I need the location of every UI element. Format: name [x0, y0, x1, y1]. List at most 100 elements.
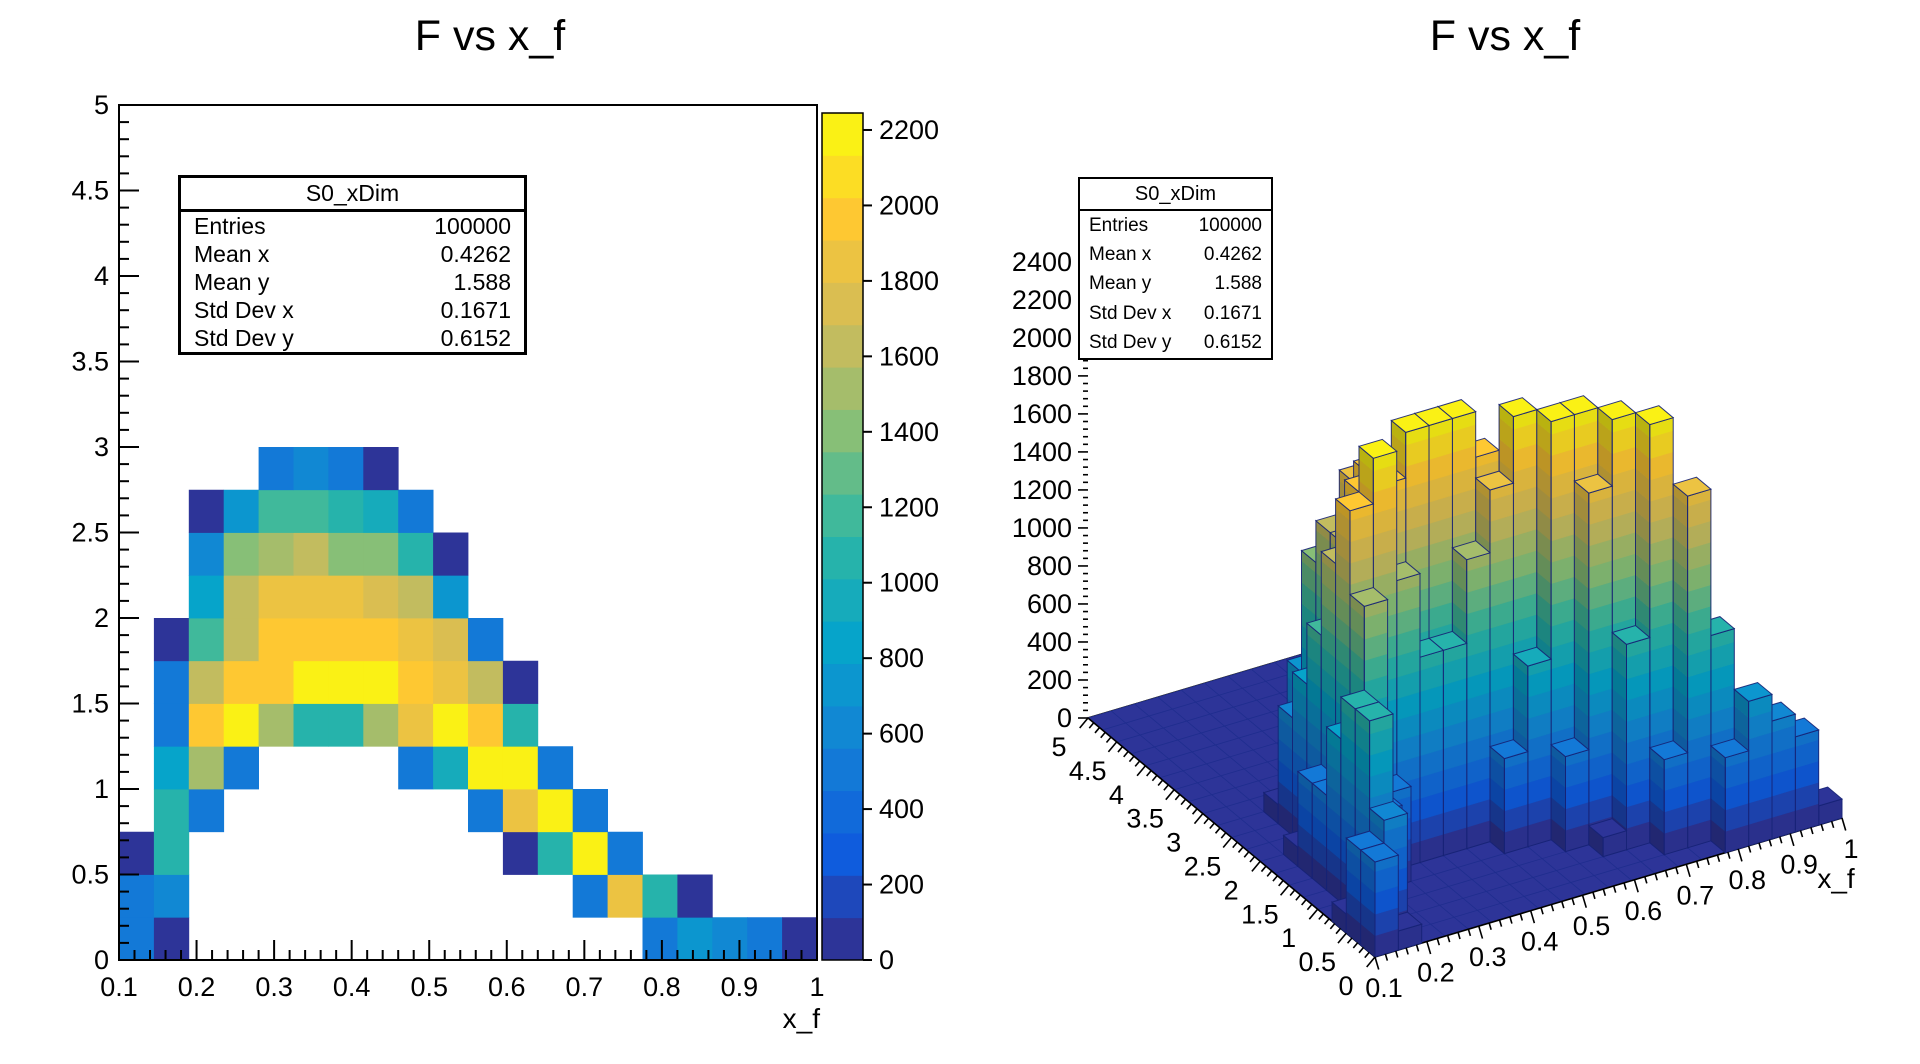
heatmap-cell [258, 575, 294, 619]
heatmap-cell [502, 746, 539, 790]
x-tick-label: 0.9 [721, 972, 759, 1002]
left-axis-ticks [118, 104, 818, 961]
lego-x-tick-label: 1 [1843, 834, 1858, 864]
palette-band [822, 409, 863, 453]
z-tick-label: 800 [1027, 551, 1072, 581]
stats-box-left: S0_xDim Entries 100000 Mean x 0.4262 Mean y 1… [178, 175, 527, 355]
stat-value: 0.4262 [1203, 244, 1262, 266]
stats-row: Std Dev x 0.1671 [181, 297, 524, 324]
lego-bar [1587, 818, 1628, 858]
heatmap-cell [153, 874, 190, 918]
heatmap-cell [502, 660, 539, 704]
palette-tick-label: 800 [879, 643, 924, 673]
lego-y-tick-label: 4 [1109, 780, 1124, 810]
heatmap-cell [293, 489, 329, 533]
stats-row: Mean x 0.4262 [181, 241, 524, 268]
heatmap-cell [677, 917, 713, 961]
x-tick-label: 0.5 [410, 972, 448, 1002]
heatmap-cell [153, 746, 190, 790]
stat-label: Std Dev y [194, 324, 294, 351]
lego-bar [1611, 624, 1651, 851]
heatmap-cell [119, 831, 155, 875]
lego-x-tick-label: 0.8 [1728, 865, 1766, 895]
heatmap-cell [153, 618, 190, 662]
left-palette-bar: 0 200 400 600 800 1000 1200 1400 1600 1800 2000 220… [821, 112, 939, 975]
heatmap-cell [398, 703, 434, 747]
x-tick-label: 0.2 [178, 972, 216, 1002]
heatmap-cell [502, 831, 539, 875]
heatmap-cell [293, 703, 329, 747]
palette-band [822, 324, 863, 368]
lego-bar [1573, 473, 1614, 846]
right-plot-title: F vs x_f [1429, 12, 1581, 60]
heatmap-cell [188, 789, 225, 833]
heatmap-cell [642, 917, 678, 961]
palette-band [822, 705, 863, 749]
z-tick-label: 200 [1027, 665, 1072, 695]
stat-label: Std Dev x [194, 296, 294, 323]
lego-bar [1512, 646, 1553, 848]
heatmap-cell [119, 917, 155, 961]
palette-band [822, 282, 863, 326]
heatmap-cell [258, 489, 294, 533]
stats-box-right: S0_xDim Entries 100000 Mean x 0.4262 Mean y 1… [1078, 177, 1273, 360]
palette-band [822, 663, 863, 707]
heatmap-cell [188, 618, 225, 662]
palette-band [822, 155, 863, 199]
y-tick-label: 5 [94, 90, 109, 120]
heatmap-cell [328, 489, 364, 533]
x-tick-label: 0.1 [100, 972, 138, 1002]
stat-label: Entries [194, 212, 266, 239]
palette-tick-label: 1600 [879, 341, 939, 371]
lego-y-tick-label: 0 [1338, 971, 1353, 1001]
heatmap-cell [537, 746, 574, 790]
heatmap-cell [188, 532, 225, 576]
lego-base-axes: 00.511.522.533.544.550.10.20.30.40.50.60… [1051, 717, 1859, 1003]
stats-row: Mean y 1.588 [181, 269, 524, 296]
palette-tick-label: 400 [879, 794, 924, 824]
palette-band [822, 875, 863, 919]
y-tick-label: 2 [94, 603, 109, 633]
heatmap-cell [433, 746, 469, 790]
stat-value: 0.6152 [1203, 332, 1262, 354]
heatmap-cell [293, 447, 329, 491]
heatmap-cell [223, 703, 259, 747]
x-tick-label: 0.8 [643, 972, 681, 1002]
heatmap-cell [502, 789, 539, 833]
heatmap-cell [223, 660, 259, 704]
stat-value: 0.1671 [1203, 302, 1262, 324]
palette-band [822, 367, 863, 410]
heatmap-cell [258, 532, 294, 576]
z-tick-label: 1400 [1012, 437, 1072, 467]
palette-band [822, 832, 863, 876]
stat-label: Mean y [194, 268, 270, 295]
lego-y-tick-label: 2 [1224, 875, 1239, 905]
lego-y-tick-label: 3 [1166, 828, 1181, 858]
z-tick-label: 0 [1057, 703, 1072, 733]
heatmap-cell [153, 831, 190, 875]
heatmap-cell [223, 489, 259, 533]
palette-band [822, 917, 863, 961]
heatmap-cell [398, 489, 434, 533]
lego-y-tick-label: 3.5 [1126, 804, 1164, 834]
heatmap-cell [188, 489, 225, 533]
heatmap-cell [363, 575, 399, 619]
palette-band [822, 536, 863, 580]
stats-row: Std Dev y 0.6152 [1080, 332, 1271, 354]
heatmap-cell [258, 618, 294, 662]
palette-band [822, 748, 863, 792]
lego-bar [1709, 738, 1750, 854]
palette-band [822, 113, 863, 156]
lego-x-axis-title: x_f [1817, 863, 1855, 894]
heatmap-cell [328, 532, 364, 576]
z-tick-label: 2000 [1012, 323, 1072, 353]
lego-y-tick-label: 4.5 [1069, 756, 1107, 786]
heatmap-cell [119, 874, 155, 918]
stat-value: 0.4262 [440, 240, 511, 267]
heatmap-cell [328, 618, 364, 662]
heatmap-cell [677, 874, 713, 918]
lego-y-tick-label: 2.5 [1184, 852, 1222, 882]
lego-bars [1262, 395, 1844, 959]
lego-x-tick-label: 0.4 [1521, 927, 1559, 957]
